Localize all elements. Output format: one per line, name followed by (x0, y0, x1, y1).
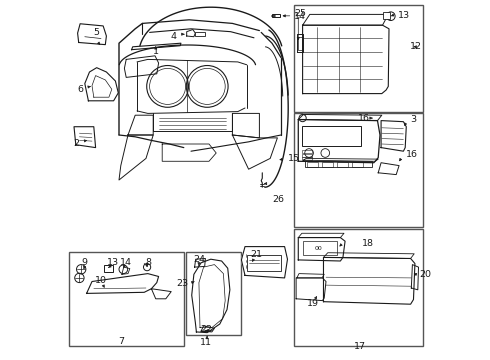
Bar (302, 150, 312, 153)
Text: 1: 1 (153, 46, 159, 55)
Polygon shape (232, 135, 277, 169)
Text: 22: 22 (200, 325, 212, 334)
Polygon shape (297, 34, 303, 52)
Polygon shape (77, 24, 106, 45)
Text: 8: 8 (146, 258, 151, 266)
Bar (294, 229, 423, 346)
Text: 23: 23 (177, 279, 189, 288)
Text: 2: 2 (74, 139, 79, 148)
Text: 6: 6 (78, 85, 84, 94)
Text: 14: 14 (294, 12, 306, 21)
Polygon shape (85, 68, 118, 101)
Polygon shape (297, 274, 324, 278)
Text: 14: 14 (120, 258, 131, 266)
Polygon shape (323, 257, 415, 304)
Polygon shape (192, 259, 230, 333)
Bar (247, 255, 281, 271)
Polygon shape (298, 114, 382, 121)
Text: 19: 19 (307, 299, 318, 307)
Text: 26: 26 (272, 195, 284, 204)
Polygon shape (242, 247, 288, 278)
Polygon shape (74, 127, 96, 148)
Bar (186, 252, 242, 335)
Polygon shape (132, 43, 181, 50)
Polygon shape (303, 158, 378, 161)
Bar (271, 14, 280, 17)
Text: 16: 16 (358, 114, 370, 123)
Bar (104, 265, 113, 272)
Text: 11: 11 (200, 338, 212, 347)
Text: 17: 17 (353, 342, 366, 351)
Text: 00: 00 (315, 246, 323, 251)
Text: 13: 13 (398, 10, 410, 19)
Bar (337, 162, 348, 167)
Text: 12: 12 (410, 42, 422, 51)
Polygon shape (151, 289, 171, 299)
Text: 3: 3 (410, 115, 416, 124)
Text: 16: 16 (406, 150, 418, 159)
Text: 25: 25 (294, 9, 307, 18)
Bar (195, 32, 205, 36)
Bar (302, 126, 361, 146)
Bar (302, 157, 312, 160)
Polygon shape (232, 113, 259, 138)
Polygon shape (119, 135, 153, 180)
Text: 10: 10 (95, 276, 107, 285)
Polygon shape (195, 258, 205, 267)
Bar (294, 5, 423, 112)
Polygon shape (296, 278, 326, 301)
Text: 4: 4 (171, 32, 176, 41)
Text: 15: 15 (288, 154, 299, 163)
Polygon shape (122, 267, 130, 274)
Bar (305, 161, 372, 167)
Bar (322, 162, 333, 167)
Polygon shape (378, 163, 399, 175)
Polygon shape (298, 120, 380, 163)
Bar (352, 162, 363, 167)
Polygon shape (303, 25, 389, 94)
Polygon shape (323, 253, 414, 258)
Text: 5: 5 (94, 28, 99, 37)
Polygon shape (187, 30, 196, 37)
Bar (298, 37, 302, 50)
Polygon shape (298, 238, 345, 261)
Text: 9: 9 (82, 258, 88, 266)
Text: 13: 13 (106, 258, 119, 266)
Bar (303, 241, 337, 255)
Text: 20: 20 (419, 270, 432, 279)
Bar (69, 252, 184, 346)
Bar (383, 12, 390, 19)
Text: 24: 24 (193, 255, 205, 264)
Text: 7: 7 (118, 337, 124, 346)
Polygon shape (298, 233, 344, 238)
Polygon shape (381, 121, 406, 151)
Bar (302, 154, 312, 157)
Text: 18: 18 (362, 238, 374, 248)
Bar (307, 162, 318, 167)
Polygon shape (411, 265, 418, 290)
Bar (294, 113, 423, 227)
Polygon shape (303, 14, 388, 25)
Polygon shape (201, 326, 215, 332)
Text: 21: 21 (250, 251, 262, 259)
Polygon shape (162, 144, 216, 161)
Polygon shape (87, 274, 159, 293)
Polygon shape (128, 115, 153, 135)
